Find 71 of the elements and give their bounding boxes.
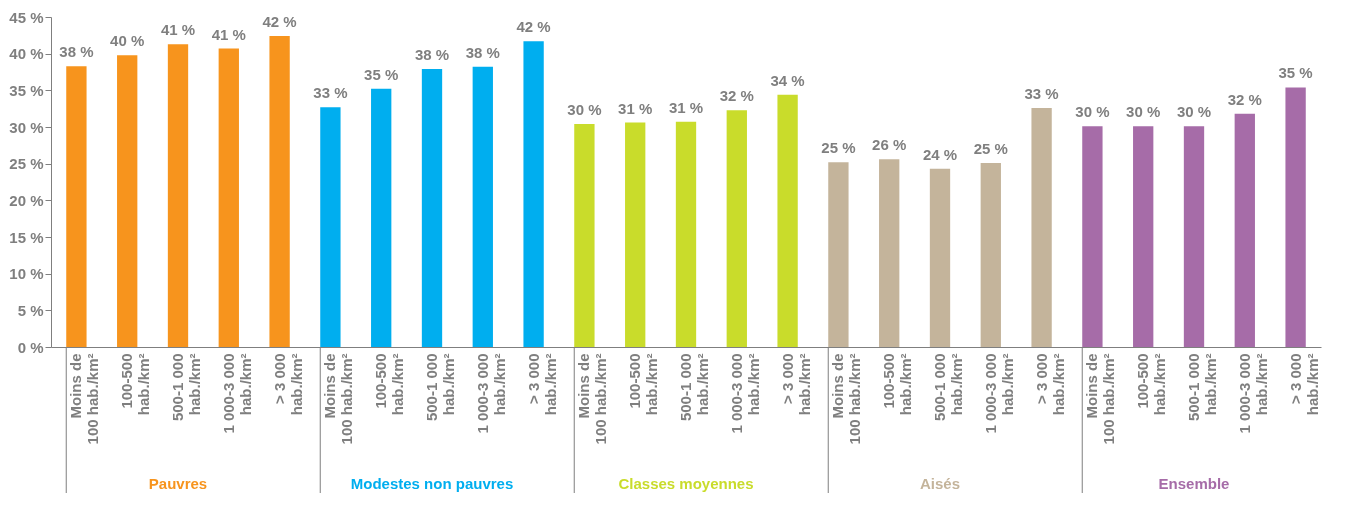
bar: [675, 121, 697, 347]
text: Aisés: [919, 475, 961, 492]
data-label: 30 %: [1126, 103, 1161, 121]
bar: [1133, 126, 1154, 347]
data-label: 38 %: [465, 43, 500, 61]
data-label: 40 %: [110, 32, 145, 50]
data-label: 41 %: [160, 21, 196, 39]
data-label: 34 %: [770, 71, 805, 89]
bar: [421, 69, 443, 347]
data-label: 31 %: [668, 98, 704, 116]
data-label: 33 %: [1024, 84, 1059, 102]
bar: [320, 107, 341, 347]
y-tick-label: 40 %: [9, 45, 44, 63]
bar: [574, 124, 595, 347]
x-tick-label: 100-500 hab./km²: [1134, 353, 1169, 416]
data-label: 35 %: [1278, 64, 1313, 82]
y-tick-label: 10 %: [9, 265, 44, 283]
data-label: 35 %: [364, 65, 399, 83]
x-tick-label: 100-500 hab./km²: [626, 353, 661, 416]
text: Modestes non pauvres: [350, 475, 514, 492]
bar: [167, 44, 189, 347]
bar: [1234, 113, 1255, 347]
bar: [66, 66, 87, 347]
y-tick-label: 20 %: [9, 191, 44, 209]
bar: [269, 36, 290, 347]
text: Ensemble: [1158, 475, 1230, 492]
data-label: 41 %: [211, 25, 246, 43]
y-tick-label: 25 %: [9, 155, 44, 173]
bar: [1285, 87, 1306, 347]
data-label: 38 %: [414, 46, 450, 64]
y-tick-label: 30 %: [9, 118, 44, 136]
data-label: 42 %: [262, 13, 297, 31]
bar: [371, 88, 392, 347]
bar: [472, 66, 493, 347]
y-tick-label: 5 %: [17, 301, 44, 319]
data-label: 25 %: [973, 139, 1008, 157]
data-label: 42 %: [516, 18, 551, 36]
bar: [929, 168, 951, 347]
y-tick-label: 45 %: [9, 8, 44, 26]
data-label: 32 %: [1227, 90, 1262, 108]
bar: [980, 162, 1001, 347]
data-label: 24 %: [922, 145, 958, 163]
x-tick-label: 100-500 hab./km²: [372, 353, 407, 416]
data-label: 30 %: [1176, 103, 1212, 121]
bar: [828, 162, 849, 347]
y-tick-label: 0 %: [17, 338, 44, 356]
data-label: 31 %: [618, 99, 653, 117]
data-label: 30 %: [567, 101, 602, 119]
x-tick-label: 100-500 hab./km²: [880, 353, 915, 416]
x-tick-label: Moins de 100 hab./km²: [67, 353, 102, 445]
x-tick-label: 100-500 hab./km²: [118, 353, 153, 416]
bar: [117, 55, 138, 347]
bar: [523, 41, 544, 347]
y-tick-label: 35 %: [9, 81, 44, 99]
bar: [218, 48, 239, 347]
data-label: 32 %: [719, 87, 754, 105]
bar: [1031, 107, 1052, 347]
text: Pauvres: [148, 475, 208, 492]
bar: [1183, 126, 1205, 347]
data-label: 26 %: [872, 136, 907, 154]
bar: [625, 122, 646, 347]
data-label: 33 %: [313, 84, 348, 102]
data-label: 25 %: [821, 139, 856, 157]
data-label: 30 %: [1075, 103, 1110, 121]
data-label: 38 %: [59, 43, 94, 61]
bar: [777, 94, 798, 347]
bar: [1082, 126, 1103, 347]
bar: [726, 110, 747, 347]
text: Classes moyennes: [618, 475, 754, 492]
y-tick-label: 15 %: [9, 228, 44, 246]
bar: [879, 159, 900, 347]
